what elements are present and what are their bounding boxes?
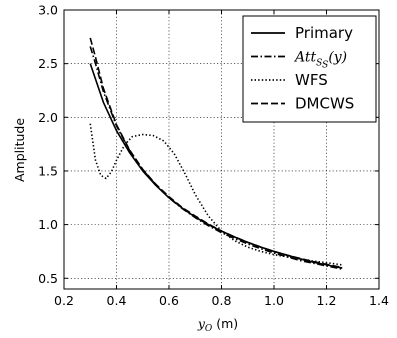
- y-tick-label: 3.0: [38, 3, 58, 18]
- x-tick-label: 0.8: [212, 293, 232, 308]
- x-tick-label: 0.4: [107, 293, 127, 308]
- y-tick-label: 1.0: [38, 217, 58, 232]
- x-tick-label: 1.4: [369, 293, 389, 308]
- y-tick-label: 1.5: [38, 163, 58, 178]
- x-tick-label: 0.2: [54, 293, 74, 308]
- legend: Primary AttSS(y)WFS DMCWS: [242, 15, 377, 123]
- legend-label: AttSS(y): [293, 50, 347, 71]
- legend-label: DMCWS: [295, 95, 354, 113]
- x-tick-label: 1.2: [317, 293, 337, 308]
- y-tick-label: 0.5: [38, 271, 58, 286]
- series-line-dotted: [89, 123, 343, 266]
- ticks: 0.2 0.4 0.6 0.8 1.0 1.2 1.4 0.5 1.0 1.5 2.0 2.5 3.0: [38, 3, 389, 309]
- series-line-dashed: [89, 37, 343, 269]
- legend-label: WFS: [295, 71, 328, 89]
- legend-label: Primary: [295, 24, 353, 42]
- grid: [64, 10, 379, 289]
- x-tick-label: 0.6: [159, 293, 179, 308]
- x-tick-label: 1.0: [264, 293, 284, 308]
- x-axis-label: yO (m): [197, 316, 238, 334]
- series-line-dashdot: [89, 46, 343, 270]
- y-tick-label: 2.0: [38, 110, 58, 125]
- y-tick-label: 2.5: [38, 56, 58, 71]
- series-lines: [89, 37, 343, 270]
- y-axis-label: Amplitude: [12, 118, 27, 182]
